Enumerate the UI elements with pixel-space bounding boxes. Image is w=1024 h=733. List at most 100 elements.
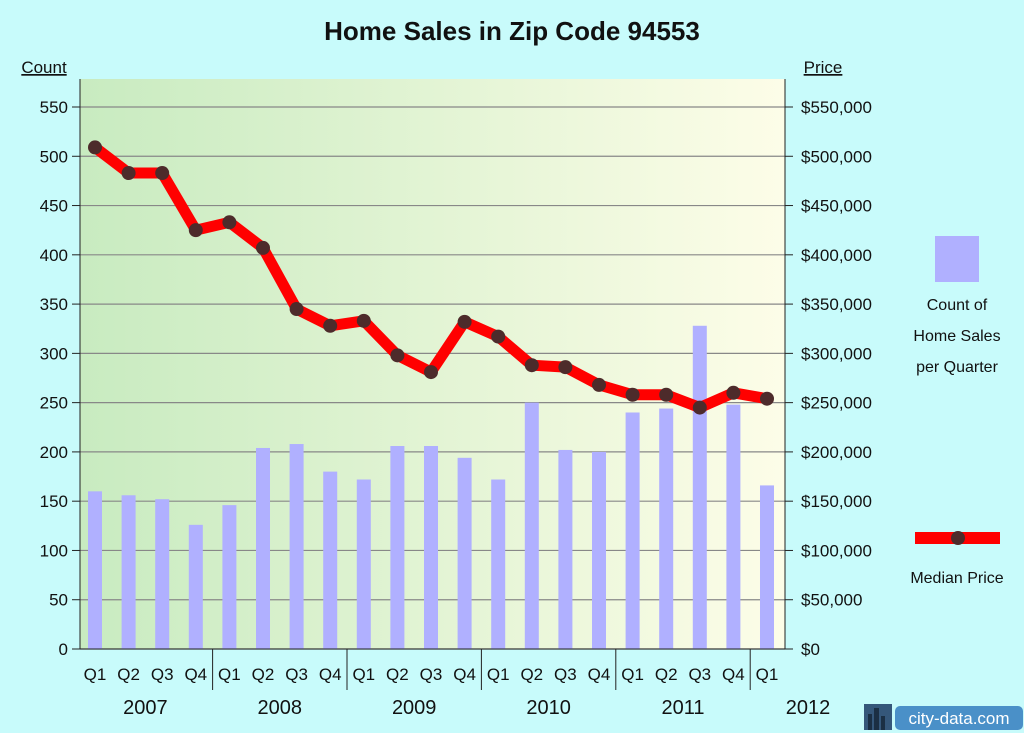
count-bar xyxy=(256,447,270,649)
right-tick-label: $0 xyxy=(801,640,820,659)
watermark-text: city-data.com xyxy=(908,709,1009,728)
left-tick-label: 400 xyxy=(40,246,68,265)
price-point xyxy=(155,166,170,181)
price-point xyxy=(524,358,539,373)
left-axis-label: Count xyxy=(21,58,67,77)
count-bar xyxy=(692,325,707,649)
count-bar xyxy=(625,412,640,649)
price-point xyxy=(457,314,472,329)
price-point xyxy=(491,329,506,344)
right-tick-label: $400,000 xyxy=(801,246,872,265)
quarter-label: Q3 xyxy=(151,665,174,684)
price-point xyxy=(88,140,102,155)
price-point xyxy=(356,313,371,328)
left-tick-label: 50 xyxy=(49,591,68,610)
quarter-label: Q2 xyxy=(520,665,543,684)
count-bar xyxy=(659,408,674,649)
year-label: 2009 xyxy=(392,697,437,719)
quarter-label: Q2 xyxy=(386,665,409,684)
right-tick-label: $100,000 xyxy=(801,541,872,560)
axis-ticks: 0 $0 50 $50,000 100 $100,000 150 $150,000 200 $20… xyxy=(40,79,872,719)
count-bar xyxy=(88,491,102,649)
count-bar xyxy=(121,495,136,649)
price-point xyxy=(760,391,774,406)
price-point xyxy=(390,348,405,363)
count-bar xyxy=(323,471,338,649)
left-tick-label: 150 xyxy=(40,492,68,511)
legend-line-label: Median Price xyxy=(910,570,1003,587)
quarter-label: Q4 xyxy=(588,665,611,684)
quarter-label: Q1 xyxy=(487,665,510,684)
legend-bar-swatch xyxy=(935,236,979,282)
year-label: 2010 xyxy=(526,697,571,719)
quarter-label: Q4 xyxy=(722,665,745,684)
quarter-label: Q4 xyxy=(453,665,476,684)
count-bar xyxy=(592,451,606,649)
right-tick-label: $550,000 xyxy=(801,98,872,117)
left-tick-label: 350 xyxy=(40,295,68,314)
right-tick-label: $250,000 xyxy=(801,394,872,413)
price-point xyxy=(625,387,640,402)
price-point xyxy=(256,240,270,255)
right-tick-label: $300,000 xyxy=(801,344,872,363)
year-label: 2012 xyxy=(786,697,831,719)
quarter-label: Q1 xyxy=(218,665,241,684)
quarter-label: Q3 xyxy=(554,665,577,684)
right-tick-label: $200,000 xyxy=(801,443,872,462)
left-tick-label: 450 xyxy=(40,197,68,216)
chart-title: Home Sales in Zip Code 94553 xyxy=(324,16,700,46)
quarter-label: Q4 xyxy=(184,665,207,684)
price-point xyxy=(289,302,304,317)
count-bar xyxy=(524,402,539,649)
price-point xyxy=(188,223,203,238)
legend-bar-label-line1: Count of xyxy=(927,297,988,314)
bar-series xyxy=(88,325,774,649)
year-label: 2007 xyxy=(123,697,168,719)
legend-line-marker xyxy=(951,531,965,545)
watermark: city-data.com xyxy=(864,704,1023,730)
quarter-label: Q2 xyxy=(117,665,140,684)
price-point xyxy=(726,385,741,400)
year-label: 2008 xyxy=(258,697,303,719)
quarter-label: Q3 xyxy=(688,665,711,684)
left-tick-label: 100 xyxy=(40,541,68,560)
left-tick-label: 300 xyxy=(40,344,68,363)
count-bar xyxy=(188,524,203,649)
left-tick-label: 0 xyxy=(59,640,68,659)
right-tick-label: $450,000 xyxy=(801,197,872,216)
quarter-label: Q1 xyxy=(352,665,375,684)
quarter-label: Q2 xyxy=(252,665,275,684)
count-bar xyxy=(424,445,438,649)
count-bar xyxy=(558,449,573,649)
quarter-label: Q1 xyxy=(84,665,107,684)
left-tick-label: 250 xyxy=(40,394,68,413)
right-tick-label: $150,000 xyxy=(801,492,872,511)
quarter-label: Q3 xyxy=(285,665,308,684)
price-point xyxy=(659,387,674,402)
price-point xyxy=(323,318,338,333)
right-axis-label: Price xyxy=(804,58,843,77)
price-point xyxy=(558,360,573,375)
count-bar xyxy=(760,485,774,649)
price-point xyxy=(692,400,707,415)
price-point xyxy=(121,166,136,181)
right-tick-label: $500,000 xyxy=(801,147,872,166)
count-bar xyxy=(222,505,237,649)
left-tick-label: 200 xyxy=(40,443,68,462)
legend-bar-label-line2: Home Sales xyxy=(913,328,1000,345)
count-bar xyxy=(390,445,405,649)
price-point xyxy=(222,215,237,230)
quarter-label: Q1 xyxy=(621,665,644,684)
quarter-label: Q3 xyxy=(420,665,443,684)
legend-bar-label-line3: per Quarter xyxy=(916,359,998,376)
quarter-label: Q4 xyxy=(319,665,342,684)
count-bar xyxy=(726,404,741,649)
right-tick-label: $50,000 xyxy=(801,591,862,610)
right-tick-label: $350,000 xyxy=(801,295,872,314)
quarter-label: Q1 xyxy=(756,665,779,684)
price-point xyxy=(592,377,606,392)
count-bar xyxy=(289,444,304,649)
price-line-series xyxy=(88,140,774,415)
left-tick-label: 500 xyxy=(40,147,68,166)
